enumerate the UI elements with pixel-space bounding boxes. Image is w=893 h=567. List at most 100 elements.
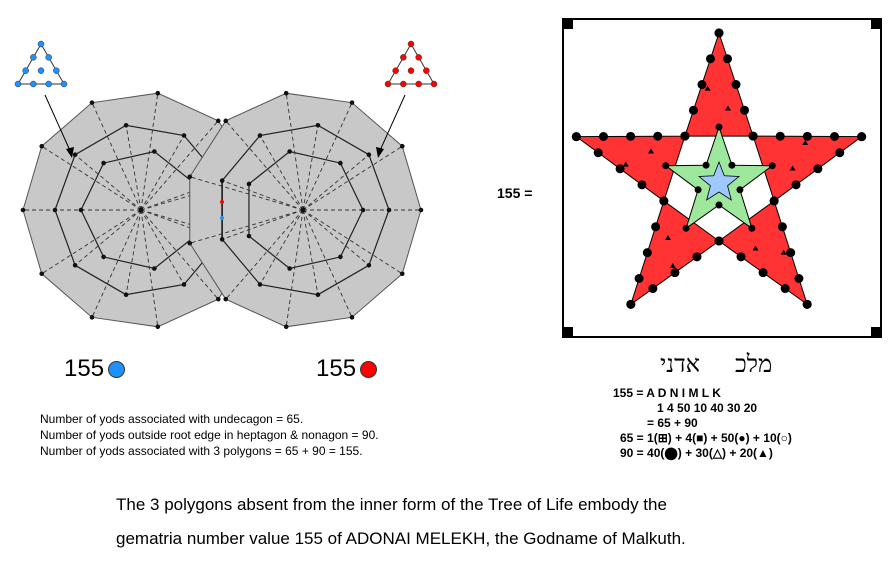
yod <box>802 131 812 141</box>
corner-mark <box>871 19 881 29</box>
yod <box>598 132 608 142</box>
yod <box>802 299 812 309</box>
yod <box>415 54 422 61</box>
yod <box>705 54 715 64</box>
yod <box>777 222 787 232</box>
yod <box>257 282 263 287</box>
yod <box>715 201 723 209</box>
yod <box>366 152 372 158</box>
yod <box>399 271 405 277</box>
spoke <box>302 209 403 275</box>
triangle-yod <box>622 161 629 167</box>
yod <box>423 67 430 74</box>
spoke <box>225 209 304 300</box>
yod <box>694 186 702 194</box>
hebrew-melekh: מלכ <box>735 350 773 378</box>
yod <box>349 100 355 105</box>
equation-label: 155 = <box>497 185 533 201</box>
yod <box>283 90 289 96</box>
yod <box>780 284 790 294</box>
yod <box>219 178 225 183</box>
corner-mark <box>563 19 573 29</box>
yod <box>89 100 95 105</box>
yod <box>714 236 724 246</box>
yod <box>626 131 636 141</box>
yod <box>637 180 647 190</box>
yod <box>386 207 392 213</box>
yod <box>418 207 424 213</box>
centre-yod <box>138 207 144 213</box>
yod <box>22 67 29 74</box>
spoke <box>74 209 142 266</box>
yod <box>593 148 603 158</box>
spoke <box>91 209 142 318</box>
yod <box>14 80 22 88</box>
inner-star <box>697 160 741 201</box>
spoke <box>302 209 370 266</box>
yod <box>384 80 392 88</box>
caption-line-1: The 3 polygons absent from the inner for… <box>116 495 667 514</box>
yod <box>246 233 252 239</box>
yod <box>682 224 690 232</box>
triangle-yod <box>802 140 809 146</box>
spoke <box>140 135 185 211</box>
centre-yod <box>300 207 306 213</box>
triangle-yod <box>704 85 711 91</box>
yod <box>692 252 702 262</box>
heptagon <box>248 150 364 270</box>
yod <box>769 196 779 206</box>
yod <box>715 123 723 131</box>
yod <box>30 80 37 88</box>
yod <box>775 131 785 141</box>
corner-mark <box>871 327 881 337</box>
yod <box>60 80 68 88</box>
yod <box>123 123 129 128</box>
yod <box>748 224 756 232</box>
yod <box>662 162 670 170</box>
yod <box>287 149 292 154</box>
spoke <box>140 93 159 211</box>
yod <box>857 132 867 142</box>
yod <box>830 132 840 142</box>
yod <box>349 315 355 320</box>
yod <box>155 324 161 330</box>
yod <box>223 296 229 302</box>
yod <box>155 90 161 96</box>
spoke <box>74 154 142 211</box>
yod <box>835 148 845 158</box>
yod <box>152 266 157 271</box>
yod <box>791 180 801 190</box>
yod <box>688 105 698 115</box>
spoke <box>41 209 142 275</box>
yod <box>338 254 343 260</box>
spoke <box>189 176 304 211</box>
yod <box>723 54 733 64</box>
gematria-line-2: 1 4 50 10 40 30 20 <box>657 401 758 415</box>
yod <box>187 240 193 246</box>
yod <box>72 262 78 268</box>
yod <box>20 207 26 213</box>
yod <box>187 174 193 180</box>
caption-line-2: gematria number value 155 of ADONAI MELE… <box>116 529 686 548</box>
yod <box>123 292 129 297</box>
left-polygon-set <box>20 90 257 330</box>
yod <box>736 252 746 262</box>
yod <box>37 40 45 48</box>
note-1: Number of yods associated with undecagon… <box>40 412 304 426</box>
spoke <box>140 209 185 285</box>
yod <box>215 118 221 124</box>
red-yod-icon <box>360 361 378 379</box>
yod <box>223 118 229 124</box>
spoke <box>140 120 219 211</box>
yod <box>72 152 78 158</box>
spoke <box>285 209 304 327</box>
yod <box>52 207 58 213</box>
yod <box>407 40 415 48</box>
yod <box>181 282 187 287</box>
yod <box>794 273 804 283</box>
gematria-line-5: 90 = 40(⬤) + 30(△) + 20(▲) <box>620 446 773 460</box>
pentagram-box <box>562 18 882 338</box>
yod <box>626 299 636 309</box>
yod <box>697 80 707 90</box>
